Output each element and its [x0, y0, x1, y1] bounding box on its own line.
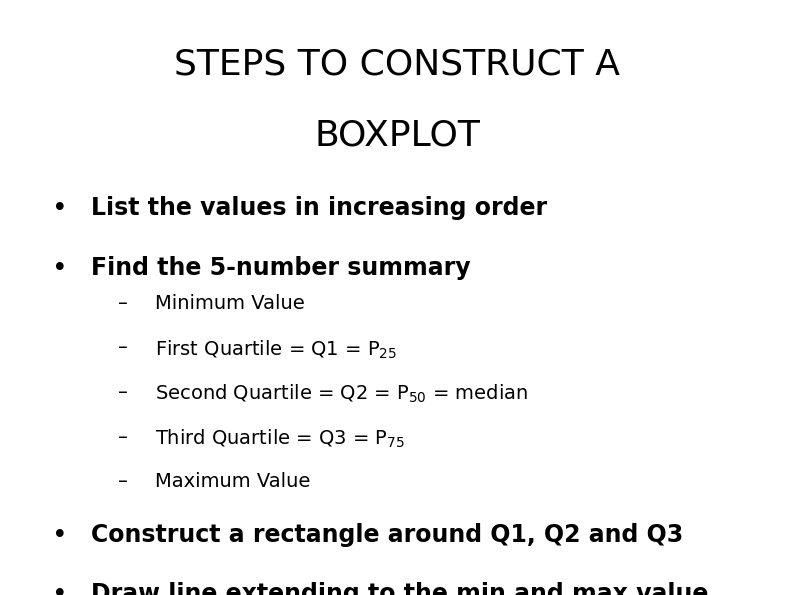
Text: –: –: [118, 383, 128, 402]
Text: STEPS TO CONSTRUCT A: STEPS TO CONSTRUCT A: [174, 48, 620, 82]
Text: •: •: [52, 196, 67, 223]
Text: Minimum Value: Minimum Value: [155, 294, 305, 313]
Text: Draw line extending to the min and max value: Draw line extending to the min and max v…: [91, 583, 709, 595]
Text: –: –: [118, 294, 128, 313]
Text: First Quartile = Q1 = P$_{25}$: First Quartile = Q1 = P$_{25}$: [155, 339, 397, 361]
Text: –: –: [118, 428, 128, 447]
Text: –: –: [118, 339, 128, 358]
Text: Second Quartile = Q2 = P$_{50}$ = median: Second Quartile = Q2 = P$_{50}$ = median: [155, 383, 528, 405]
Text: Third Quartile = Q3 = P$_{75}$: Third Quartile = Q3 = P$_{75}$: [155, 428, 405, 450]
Text: –: –: [118, 472, 128, 491]
Text: List the values in increasing order: List the values in increasing order: [91, 196, 547, 220]
Text: •: •: [52, 583, 67, 595]
Text: Find the 5-number summary: Find the 5-number summary: [91, 256, 471, 280]
Text: •: •: [52, 256, 67, 282]
Text: •: •: [52, 523, 67, 549]
Text: BOXPLOT: BOXPLOT: [314, 119, 480, 153]
Text: Construct a rectangle around Q1, Q2 and Q3: Construct a rectangle around Q1, Q2 and …: [91, 523, 684, 547]
Text: Maximum Value: Maximum Value: [155, 472, 310, 491]
